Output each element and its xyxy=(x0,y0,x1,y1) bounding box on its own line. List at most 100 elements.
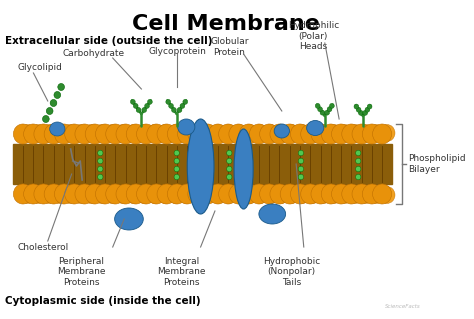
Circle shape xyxy=(239,124,258,144)
Circle shape xyxy=(73,124,89,142)
Text: Cholesterol: Cholesterol xyxy=(17,242,68,251)
Circle shape xyxy=(315,124,332,142)
Circle shape xyxy=(147,99,152,104)
Circle shape xyxy=(231,124,247,142)
Ellipse shape xyxy=(50,122,65,136)
Circle shape xyxy=(367,104,372,109)
Circle shape xyxy=(365,107,370,112)
Circle shape xyxy=(169,103,173,108)
Circle shape xyxy=(115,124,131,142)
Circle shape xyxy=(157,187,173,204)
Circle shape xyxy=(220,124,237,142)
Circle shape xyxy=(115,187,131,204)
Circle shape xyxy=(298,174,303,180)
Circle shape xyxy=(43,115,49,122)
Circle shape xyxy=(294,124,310,142)
Circle shape xyxy=(75,184,94,204)
Circle shape xyxy=(30,124,46,142)
Circle shape xyxy=(219,124,238,144)
Bar xyxy=(13,144,392,184)
Circle shape xyxy=(362,184,382,204)
Circle shape xyxy=(167,187,184,204)
Circle shape xyxy=(98,158,103,164)
Circle shape xyxy=(311,124,330,144)
Circle shape xyxy=(157,124,173,142)
Ellipse shape xyxy=(115,208,143,230)
Circle shape xyxy=(326,187,342,204)
Circle shape xyxy=(298,166,303,172)
Circle shape xyxy=(106,124,125,144)
Circle shape xyxy=(331,184,351,204)
Circle shape xyxy=(98,166,103,172)
Circle shape xyxy=(44,184,63,204)
Circle shape xyxy=(379,124,395,142)
Circle shape xyxy=(326,124,342,142)
Circle shape xyxy=(305,124,321,142)
Circle shape xyxy=(180,103,185,108)
Circle shape xyxy=(318,107,322,112)
Circle shape xyxy=(44,124,63,144)
Circle shape xyxy=(239,184,258,204)
Circle shape xyxy=(311,184,330,204)
Circle shape xyxy=(373,124,392,144)
Circle shape xyxy=(270,124,289,144)
Circle shape xyxy=(104,187,120,204)
Circle shape xyxy=(229,124,248,144)
Ellipse shape xyxy=(178,119,195,135)
Circle shape xyxy=(174,174,179,180)
Circle shape xyxy=(125,187,141,204)
Circle shape xyxy=(188,184,207,204)
Circle shape xyxy=(358,124,374,142)
Circle shape xyxy=(373,184,392,204)
Circle shape xyxy=(130,99,135,104)
Circle shape xyxy=(13,124,33,144)
Circle shape xyxy=(136,108,141,113)
Ellipse shape xyxy=(259,204,286,224)
Circle shape xyxy=(198,184,217,204)
Circle shape xyxy=(347,124,363,142)
Circle shape xyxy=(249,184,268,204)
Circle shape xyxy=(227,174,232,180)
Circle shape xyxy=(227,150,232,156)
Circle shape xyxy=(62,187,78,204)
Circle shape xyxy=(301,124,320,144)
Circle shape xyxy=(298,158,303,164)
Circle shape xyxy=(41,187,57,204)
Circle shape xyxy=(46,108,53,115)
Circle shape xyxy=(24,124,43,144)
Circle shape xyxy=(358,110,363,115)
Circle shape xyxy=(116,184,135,204)
Circle shape xyxy=(301,184,320,204)
Circle shape xyxy=(263,124,279,142)
Circle shape xyxy=(64,184,84,204)
Circle shape xyxy=(260,124,279,144)
Circle shape xyxy=(356,158,361,164)
Circle shape xyxy=(321,124,340,144)
Circle shape xyxy=(342,184,361,204)
Circle shape xyxy=(347,187,363,204)
Circle shape xyxy=(209,184,228,204)
Circle shape xyxy=(167,124,184,142)
Circle shape xyxy=(199,124,215,142)
Circle shape xyxy=(231,187,247,204)
Ellipse shape xyxy=(274,124,290,138)
Circle shape xyxy=(167,184,186,204)
Circle shape xyxy=(291,124,310,144)
Circle shape xyxy=(62,124,78,142)
Circle shape xyxy=(178,124,194,142)
Circle shape xyxy=(188,124,207,144)
Circle shape xyxy=(298,150,303,156)
Circle shape xyxy=(368,187,384,204)
Circle shape xyxy=(331,124,351,144)
Circle shape xyxy=(356,166,361,172)
Circle shape xyxy=(252,187,268,204)
Text: Globular
Protein: Globular Protein xyxy=(210,37,248,57)
Circle shape xyxy=(356,174,361,180)
Circle shape xyxy=(315,103,320,108)
Circle shape xyxy=(198,124,217,144)
Circle shape xyxy=(305,187,321,204)
Circle shape xyxy=(167,124,186,144)
Circle shape xyxy=(93,187,110,204)
Circle shape xyxy=(174,150,179,156)
Circle shape xyxy=(98,174,103,180)
